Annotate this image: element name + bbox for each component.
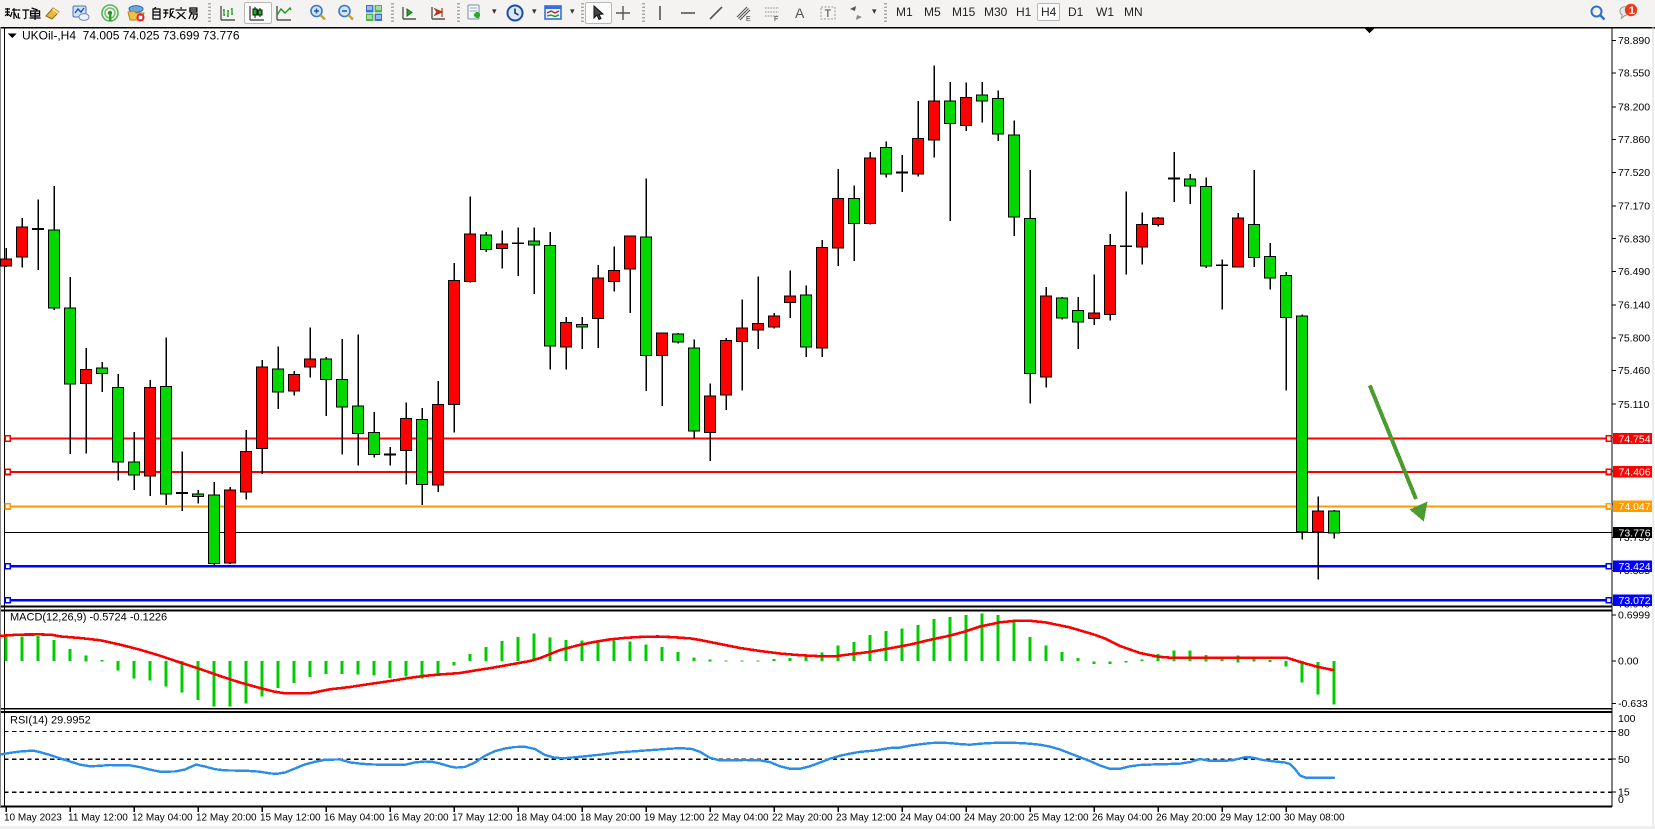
svg-text:77.170: 77.170	[1618, 201, 1650, 213]
svg-text:26 May 04:00: 26 May 04:00	[1092, 812, 1153, 823]
svg-text:75.460: 75.460	[1618, 365, 1650, 377]
svg-text:74.047: 74.047	[1619, 501, 1651, 513]
svg-text:1: 1	[1629, 5, 1635, 17]
svg-text:77.860: 77.860	[1618, 134, 1650, 146]
svg-text:29 May 12:00: 29 May 12:00	[1220, 812, 1281, 823]
svg-text:MACD(12,26,9) -0.5724 -0.1226: MACD(12,26,9) -0.5724 -0.1226	[10, 612, 167, 624]
svg-text:T: T	[825, 8, 832, 20]
svg-text:26 May 20:00: 26 May 20:00	[1156, 812, 1217, 823]
svg-text:22 May 04:00: 22 May 04:00	[708, 812, 769, 823]
svg-text:18 May 04:00: 18 May 04:00	[516, 812, 577, 823]
svg-text:11 May 12:00: 11 May 12:00	[68, 812, 128, 823]
svg-text:74.406: 74.406	[1619, 467, 1651, 479]
svg-text:30 May 08:00: 30 May 08:00	[1284, 812, 1345, 823]
svg-text:74.754: 74.754	[1619, 433, 1651, 445]
svg-text:12 May 20:00: 12 May 20:00	[196, 812, 257, 823]
svg-text:76.140: 76.140	[1618, 300, 1650, 312]
svg-text:18 May 20:00: 18 May 20:00	[580, 812, 641, 823]
svg-text:50: 50	[1618, 754, 1630, 766]
svg-text:78.890: 78.890	[1618, 35, 1650, 47]
svg-text:100: 100	[1618, 713, 1636, 725]
svg-text:25 May 12:00: 25 May 12:00	[1028, 812, 1089, 823]
svg-text:A: A	[795, 5, 805, 21]
svg-text:UKOil-,H4 74.005 74.025 73.69: UKOil-,H4 74.005 74.025 73.699 73.776	[22, 29, 240, 43]
svg-text:17 May 12:00: 17 May 12:00	[452, 812, 513, 823]
svg-text:80: 80	[1618, 727, 1630, 739]
svg-text:76.490: 76.490	[1618, 266, 1650, 278]
svg-text:77.520: 77.520	[1618, 167, 1650, 179]
svg-text:0.6999: 0.6999	[1618, 609, 1650, 621]
svg-text:22 May 20:00: 22 May 20:00	[772, 812, 833, 823]
svg-text:16 May 04:00: 16 May 04:00	[324, 812, 385, 823]
svg-text:75.110: 75.110	[1618, 399, 1649, 411]
svg-text:73.776: 73.776	[1619, 527, 1651, 539]
svg-text:75.800: 75.800	[1618, 332, 1650, 344]
svg-text:15: 15	[1618, 787, 1630, 799]
svg-text:0: 0	[1618, 794, 1624, 806]
svg-text:78.200: 78.200	[1618, 101, 1650, 113]
svg-text:-0.633: -0.633	[1618, 698, 1648, 710]
svg-text:73.072: 73.072	[1619, 595, 1651, 607]
svg-text:F: F	[774, 16, 778, 23]
svg-text:RSI(14) 29.9952: RSI(14) 29.9952	[10, 715, 91, 727]
svg-text:E: E	[746, 16, 751, 23]
svg-text:24 May 20:00: 24 May 20:00	[964, 812, 1025, 823]
svg-text:16 May 20:00: 16 May 20:00	[388, 812, 449, 823]
svg-text:10 May 2023: 10 May 2023	[4, 812, 62, 823]
svg-text:24 May 04:00: 24 May 04:00	[900, 812, 961, 823]
svg-text:19 May 12:00: 19 May 12:00	[644, 812, 705, 823]
svg-text:78.550: 78.550	[1618, 68, 1650, 80]
svg-text:73.424: 73.424	[1619, 561, 1651, 573]
svg-text:0.00: 0.00	[1618, 655, 1639, 667]
svg-text:23 May 12:00: 23 May 12:00	[836, 812, 897, 823]
svg-text:15 May 12:00: 15 May 12:00	[260, 812, 321, 823]
svg-text:12 May 04:00: 12 May 04:00	[132, 812, 193, 823]
svg-text:76.830: 76.830	[1618, 233, 1650, 245]
